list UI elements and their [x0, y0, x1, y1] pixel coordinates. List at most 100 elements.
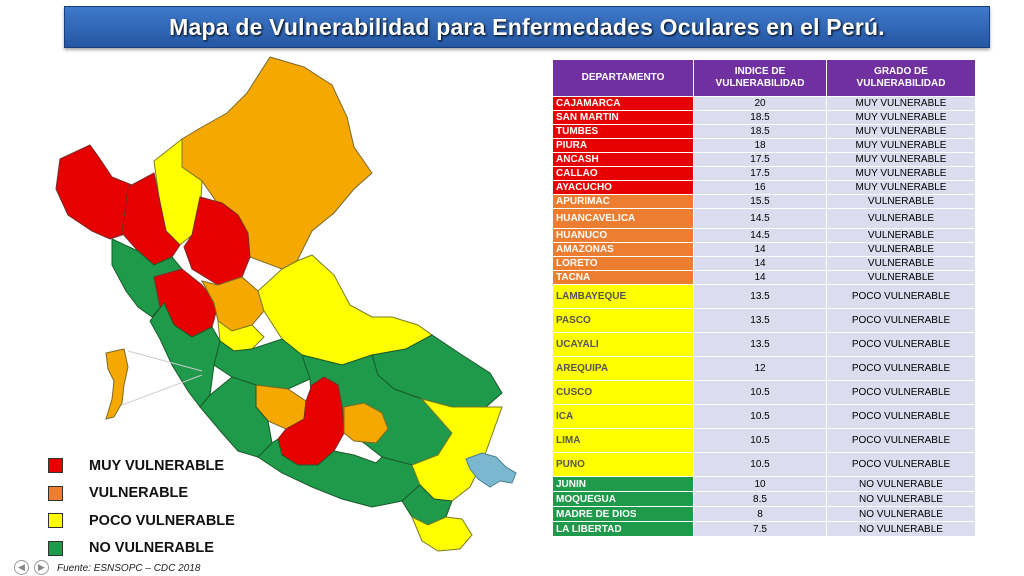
table-row: UCAYALI 13.5 POCO VULNERABLE — [552, 332, 976, 357]
dept-cell: APURIMAC — [552, 194, 694, 209]
lake-titicaca — [465, 452, 517, 488]
dept-cell: PUNO — [552, 452, 694, 477]
legend-swatch-muy — [48, 458, 63, 474]
table-row: AMAZONAS 14 VULNERABLE — [552, 242, 976, 257]
index-cell: 13.5 — [693, 308, 827, 333]
table-row: AREQUIPA 12 POCO VULNERABLE — [552, 356, 976, 381]
legend: MUY VULNERABLE VULNERABLE POCO VULNERABL… — [48, 452, 235, 562]
dept-cell: ANCASH — [552, 152, 694, 167]
index-cell: 20 — [693, 96, 827, 111]
grade-cell: NO VULNERABLE — [826, 476, 976, 492]
index-cell: 17.5 — [693, 152, 827, 167]
table-row: ICA 10.5 POCO VULNERABLE — [552, 404, 976, 429]
grade-cell: MUY VULNERABLE — [826, 180, 976, 195]
dept-cell: CALLAO — [552, 166, 694, 181]
index-cell: 10.5 — [693, 380, 827, 405]
dept-cell: CUSCO — [552, 380, 694, 405]
dept-cell: PASCO — [552, 308, 694, 333]
grade-cell: POCO VULNERABLE — [826, 404, 976, 429]
index-cell: 13.5 — [693, 332, 827, 357]
legend-swatch-poco — [48, 513, 63, 529]
table-row: SAN MARTIN 18.5 MUY VULNERABLE — [552, 110, 976, 125]
source-note: Fuente: ESNSOPC – CDC 2018 — [57, 563, 201, 574]
legend-item: VULNERABLE — [48, 480, 235, 508]
header-indice: INDICE DE VULNERABILIDAD — [693, 59, 827, 97]
legend-item: NO VULNERABLE — [48, 535, 235, 563]
dept-cell: AYACUCHO — [552, 180, 694, 195]
legend-label: NO VULNERABLE — [89, 540, 214, 557]
index-cell: 10 — [693, 476, 827, 492]
index-cell: 14 — [693, 242, 827, 257]
region-callao-inset — [105, 348, 129, 420]
dept-cell: HUANCAVELICA — [552, 208, 694, 229]
table-row: ANCASH 17.5 MUY VULNERABLE — [552, 152, 976, 167]
grade-cell: MUY VULNERABLE — [826, 152, 976, 167]
grade-cell: NO VULNERABLE — [826, 491, 976, 507]
index-cell: 8.5 — [693, 491, 827, 507]
dept-cell: AREQUIPA — [552, 356, 694, 381]
dept-cell: JUNIN — [552, 476, 694, 492]
index-cell: 18.5 — [693, 110, 827, 125]
chevron-right-icon[interactable]: ▶ — [34, 560, 49, 575]
legend-label: MUY VULNERABLE — [89, 457, 225, 474]
index-cell: 10.5 — [693, 452, 827, 477]
index-cell: 8 — [693, 506, 827, 522]
header-grado: GRADO DE VULNERABILIDAD — [826, 59, 976, 97]
index-cell: 18 — [693, 138, 827, 153]
dept-cell: UCAYALI — [552, 332, 694, 357]
chevron-left-icon[interactable]: ◀ — [14, 560, 29, 575]
index-cell: 18.5 — [693, 124, 827, 139]
table-row: MOQUEGUA 8.5 NO VULNERABLE — [552, 491, 976, 507]
table-row: CAJAMARCA 20 MUY VULNERABLE — [552, 96, 976, 111]
table-row: AYACUCHO 16 MUY VULNERABLE — [552, 180, 976, 195]
index-cell: 10.5 — [693, 404, 827, 429]
grade-cell: NO VULNERABLE — [826, 506, 976, 522]
index-cell: 14 — [693, 256, 827, 271]
table-row: LIMA 10.5 POCO VULNERABLE — [552, 428, 976, 453]
grade-cell: VULNERABLE — [826, 194, 976, 209]
table-row: TUMBES 18.5 MUY VULNERABLE — [552, 124, 976, 139]
dept-cell: LA LIBERTAD — [552, 521, 694, 537]
grade-cell: MUY VULNERABLE — [826, 166, 976, 181]
inset-pointer — [121, 374, 203, 406]
peru-vulnerability-map — [55, 56, 517, 552]
legend-label: VULNERABLE — [89, 485, 189, 502]
title-bar: Mapa de Vulnerabilidad para Enfermedades… — [64, 6, 990, 48]
inset-pointer — [127, 350, 203, 372]
dept-cell: TACNA — [552, 270, 694, 285]
dept-cell: AMAZONAS — [552, 242, 694, 257]
region-ica — [199, 376, 273, 458]
table-row: LA LIBERTAD 7.5 NO VULNERABLE — [552, 521, 976, 537]
region-huanuco — [201, 276, 265, 332]
index-cell: 13.5 — [693, 284, 827, 309]
legend-swatch-no — [48, 540, 63, 556]
index-cell: 16 — [693, 180, 827, 195]
table-row: HUANCAVELICA 14.5 VULNERABLE — [552, 208, 976, 229]
dept-cell: MOQUEGUA — [552, 491, 694, 507]
grade-cell: MUY VULNERABLE — [826, 96, 976, 111]
legend-swatch-vulnerable — [48, 485, 63, 501]
table-row: LAMBAYEQUE 13.5 POCO VULNERABLE — [552, 284, 976, 309]
region-apurimac — [343, 402, 389, 444]
table-row: TACNA 14 VULNERABLE — [552, 270, 976, 285]
index-cell: 15.5 — [693, 194, 827, 209]
grade-cell: VULNERABLE — [826, 242, 976, 257]
grade-cell: POCO VULNERABLE — [826, 308, 976, 333]
legend-item: POCO VULNERABLE — [48, 507, 235, 535]
region-tacna — [411, 515, 473, 552]
index-cell: 14 — [693, 270, 827, 285]
grade-cell: POCO VULNERABLE — [826, 428, 976, 453]
grade-cell: MUY VULNERABLE — [826, 124, 976, 139]
index-cell: 14.5 — [693, 228, 827, 243]
legend-label: POCO VULNERABLE — [89, 512, 235, 529]
grade-cell: VULNERABLE — [826, 208, 976, 229]
table-row: PIURA 18 MUY VULNERABLE — [552, 138, 976, 153]
index-cell: 7.5 — [693, 521, 827, 537]
grade-cell: VULNERABLE — [826, 256, 976, 271]
grade-cell: POCO VULNERABLE — [826, 356, 976, 381]
legend-item: MUY VULNERABLE — [48, 452, 235, 480]
table-row: CUSCO 10.5 POCO VULNERABLE — [552, 380, 976, 405]
index-cell: 17.5 — [693, 166, 827, 181]
table-row: CALLAO 17.5 MUY VULNERABLE — [552, 166, 976, 181]
grade-cell: VULNERABLE — [826, 228, 976, 243]
